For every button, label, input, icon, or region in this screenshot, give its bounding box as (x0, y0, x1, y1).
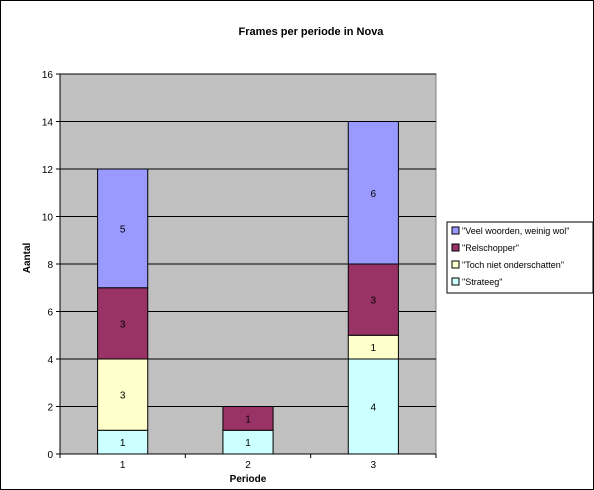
x-axis-label: Periode (230, 474, 267, 485)
y-tick-label: 8 (47, 260, 53, 271)
legend-item-label: "Toch niet onderschatten" (462, 260, 564, 270)
y-tick-label: 10 (42, 213, 54, 224)
legend-swatch (451, 277, 460, 286)
data-label: 3 (120, 319, 126, 330)
bar-segment (97, 168, 149, 289)
chart-title: Frames per periode in Nova (239, 26, 385, 38)
legend-item-label: "Veel woorden, weinig wol" (462, 226, 569, 236)
data-label: 3 (120, 391, 126, 402)
y-tick-label: 2 (47, 403, 53, 414)
data-label: 5 (120, 224, 126, 235)
legend-swatch (451, 260, 460, 269)
data-label: 3 (371, 296, 377, 307)
data-label: 1 (245, 414, 251, 425)
legend-item-label: "Relschopper" (462, 243, 519, 253)
data-label: 1 (245, 438, 251, 449)
data-label: 4 (371, 403, 377, 414)
legend-item-label: "Strateeg" (462, 277, 502, 287)
y-tick-label: 14 (42, 118, 54, 129)
y-tick-label: 4 (47, 355, 53, 366)
legend: "Veel woorden, weinig wol" "Relschopper" "… (446, 221, 594, 294)
data-label: 1 (120, 438, 126, 449)
bar-segment (97, 287, 149, 360)
legend-swatch (451, 226, 460, 235)
y-tick-label: 16 (42, 70, 54, 81)
x-axis-ticks: 1 2 3 (59, 454, 437, 471)
legend-swatch (451, 243, 460, 252)
bar-segment (347, 263, 399, 336)
y-tick-label: 12 (42, 165, 54, 176)
data-label: 1 (371, 343, 377, 354)
x-tick-label: 2 (245, 460, 251, 471)
data-label: 6 (371, 189, 377, 200)
bars: 1 3 3 5 1 1 4 1 3 6 (97, 121, 399, 455)
y-tick-label: 0 (47, 450, 53, 461)
bar-segment (347, 121, 399, 265)
x-tick-label: 3 (371, 460, 377, 471)
bar-segment (97, 358, 149, 431)
y-axis-ticks: 0 2 4 6 8 10 12 14 16 (42, 70, 60, 461)
y-tick-label: 6 (47, 308, 53, 319)
legend-box (446, 221, 594, 294)
y-axis-label: Aantal (22, 242, 33, 273)
bar-segment (222, 406, 274, 431)
x-tick-label: 1 (120, 460, 126, 471)
